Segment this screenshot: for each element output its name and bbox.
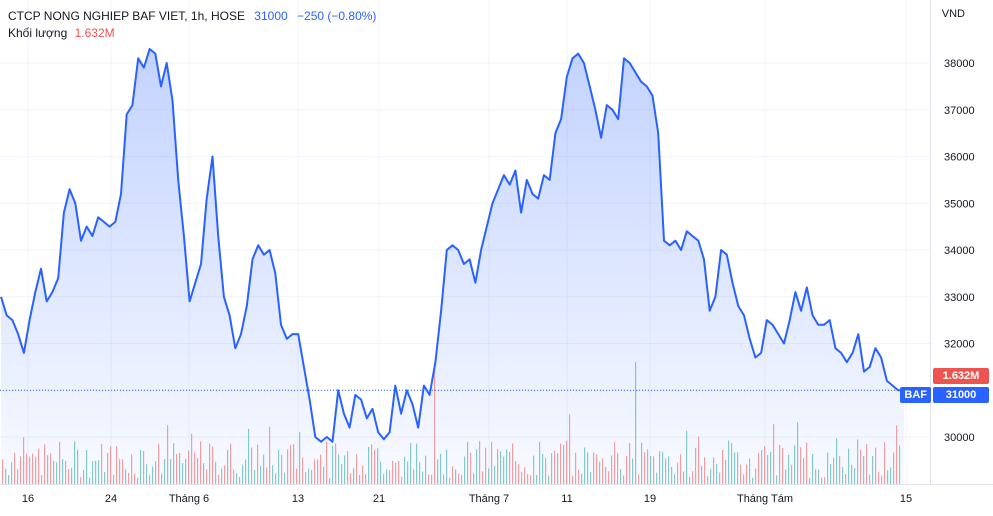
legend-change: −250 (−0.80%) — [297, 9, 377, 23]
volume-tag: 1.632M — [933, 368, 989, 384]
x-tick-label: 16 — [22, 493, 34, 505]
y-tick-label: 36000 — [944, 152, 975, 164]
y-axis[interactable]: 3000031000320003300034000350003600037000… — [944, 58, 975, 444]
x-tick-label: 15 — [900, 493, 912, 505]
x-tick-label: 11 — [561, 493, 572, 505]
y-tick-label: 33000 — [944, 292, 975, 304]
symbol-tag: BAF — [900, 387, 931, 403]
x-axis[interactable]: 16 24 Tháng 6 13 21 Tháng 7 11 19 Tháng Tám 15 — [22, 493, 912, 505]
legend-price: 31000 — [254, 9, 288, 23]
last-price-tag: 31000 — [933, 387, 989, 403]
price-line — [0, 48, 904, 443]
y-tick-label: 32000 — [944, 339, 975, 351]
symbol-title[interactable]: CTCP NONG NGHIEP BAF VIET, 1h, HOSE — [8, 9, 245, 23]
x-tick-label: Tháng 7 — [469, 493, 509, 505]
y-tick-label: 35000 — [944, 198, 975, 210]
x-tick-label: 24 — [105, 493, 117, 505]
x-tick-label: 19 — [644, 493, 656, 505]
chart-legend: CTCP NONG NGHIEP BAF VIET, 1h, HOSE 3100… — [8, 8, 376, 42]
y-tick-label: 37000 — [944, 105, 975, 117]
currency-label[interactable]: VND — [941, 8, 965, 20]
y-tick-label: 38000 — [944, 58, 975, 70]
y-tick-label: 30000 — [944, 432, 975, 444]
volume-value: 1.632M — [74, 26, 115, 40]
x-tick-label: Tháng 6 — [169, 493, 209, 505]
price-area — [1, 49, 904, 484]
x-tick-label: 13 — [292, 493, 304, 505]
y-tick-label: 34000 — [944, 245, 975, 257]
x-tick-label: Tháng Tám — [737, 493, 793, 505]
volume-label[interactable]: Khối lượng — [8, 26, 68, 40]
x-tick-label: 21 — [373, 493, 385, 505]
